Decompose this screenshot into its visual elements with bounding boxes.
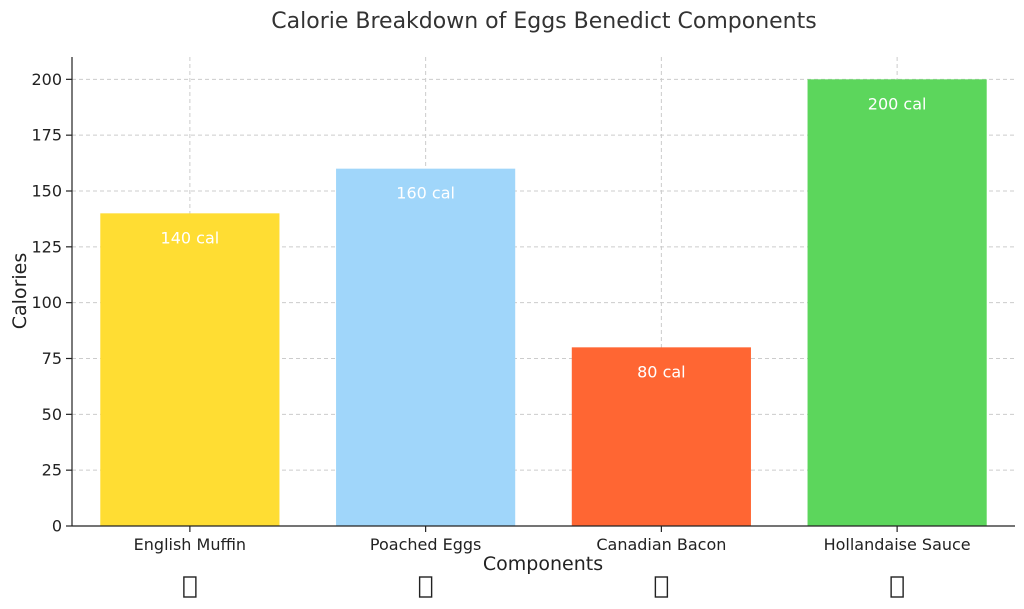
y-tick-label: 200 <box>31 70 62 89</box>
y-tick-labels: 0 25 50 75 100 125 150 175 200 <box>31 70 72 536</box>
y-tick-label: 50 <box>42 405 62 424</box>
bar-value-label: 200 cal <box>868 94 927 113</box>
placeholder-glyph-icon <box>890 576 904 598</box>
x-tick-label: English Muffin <box>134 535 246 554</box>
x-tick-label: Canadian Bacon <box>596 535 726 554</box>
y-tick-label: 0 <box>52 517 62 536</box>
bar-layer <box>100 79 987 527</box>
x-tick-labels: English Muffin Poached Eggs Canadian Bacon… <box>134 526 971 554</box>
y-tick-label: 175 <box>31 126 62 145</box>
placeholder-glyph-icon <box>418 576 433 598</box>
y-tick-label: 125 <box>31 237 62 256</box>
bar-value-label: 80 cal <box>637 362 686 381</box>
bar-value-label: 160 cal <box>396 184 455 203</box>
x-tick-label: Poached Eggs <box>370 535 481 554</box>
x-tick-label: Hollandaise Sauce <box>824 535 971 554</box>
y-tick-label: 150 <box>31 182 62 201</box>
bar <box>100 213 280 527</box>
bar-value-labels: 140 cal 160 cal 80 cal 200 cal <box>161 94 927 381</box>
bar <box>807 79 987 526</box>
y-axis-label: Calories <box>9 253 31 330</box>
category-icons <box>183 576 904 598</box>
x-axis-label: Components <box>483 553 603 575</box>
chart-title: Calorie Breakdown of Eggs Benedict Compo… <box>271 9 816 34</box>
placeholder-glyph-icon <box>183 576 197 598</box>
y-tick-label: 75 <box>42 349 62 368</box>
placeholder-glyph-icon <box>654 576 669 598</box>
y-tick-label: 25 <box>42 461 62 480</box>
bar-value-label: 140 cal <box>161 228 220 247</box>
y-tick-label: 100 <box>31 293 62 312</box>
bar <box>336 168 516 526</box>
bar <box>571 347 751 526</box>
